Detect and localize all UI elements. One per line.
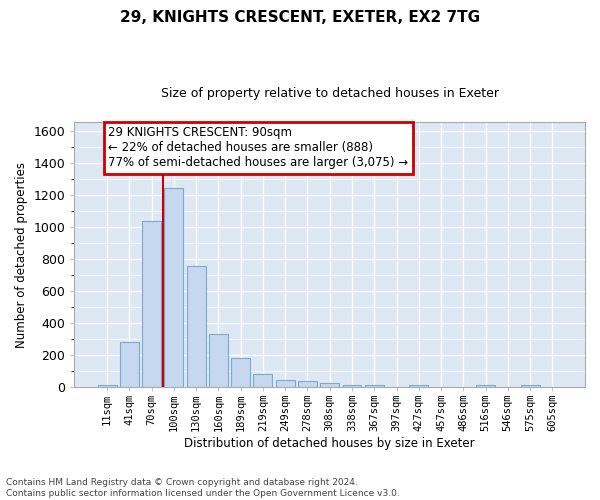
Text: Contains HM Land Registry data © Crown copyright and database right 2024.
Contai: Contains HM Land Registry data © Crown c… — [6, 478, 400, 498]
Bar — [521, 385, 539, 387]
Bar — [187, 266, 206, 387]
Bar — [98, 386, 116, 387]
Bar — [142, 221, 161, 387]
Bar — [343, 385, 361, 387]
X-axis label: Distribution of detached houses by size in Exeter: Distribution of detached houses by size … — [184, 437, 475, 450]
Bar — [164, 188, 184, 387]
Text: 29 KNIGHTS CRESCENT: 90sqm
← 22% of detached houses are smaller (888)
77% of sem: 29 KNIGHTS CRESCENT: 90sqm ← 22% of deta… — [108, 126, 409, 170]
Bar — [476, 385, 495, 387]
Title: Size of property relative to detached houses in Exeter: Size of property relative to detached ho… — [161, 88, 499, 101]
Text: 29, KNIGHTS CRESCENT, EXETER, EX2 7TG: 29, KNIGHTS CRESCENT, EXETER, EX2 7TG — [120, 10, 480, 25]
Y-axis label: Number of detached properties: Number of detached properties — [15, 162, 28, 348]
Bar — [365, 386, 384, 387]
Bar — [276, 380, 295, 387]
Bar — [298, 381, 317, 387]
Bar — [231, 358, 250, 387]
Bar — [209, 334, 228, 387]
Bar — [409, 384, 428, 387]
Bar — [120, 342, 139, 387]
Bar — [320, 384, 339, 387]
Bar — [253, 374, 272, 387]
